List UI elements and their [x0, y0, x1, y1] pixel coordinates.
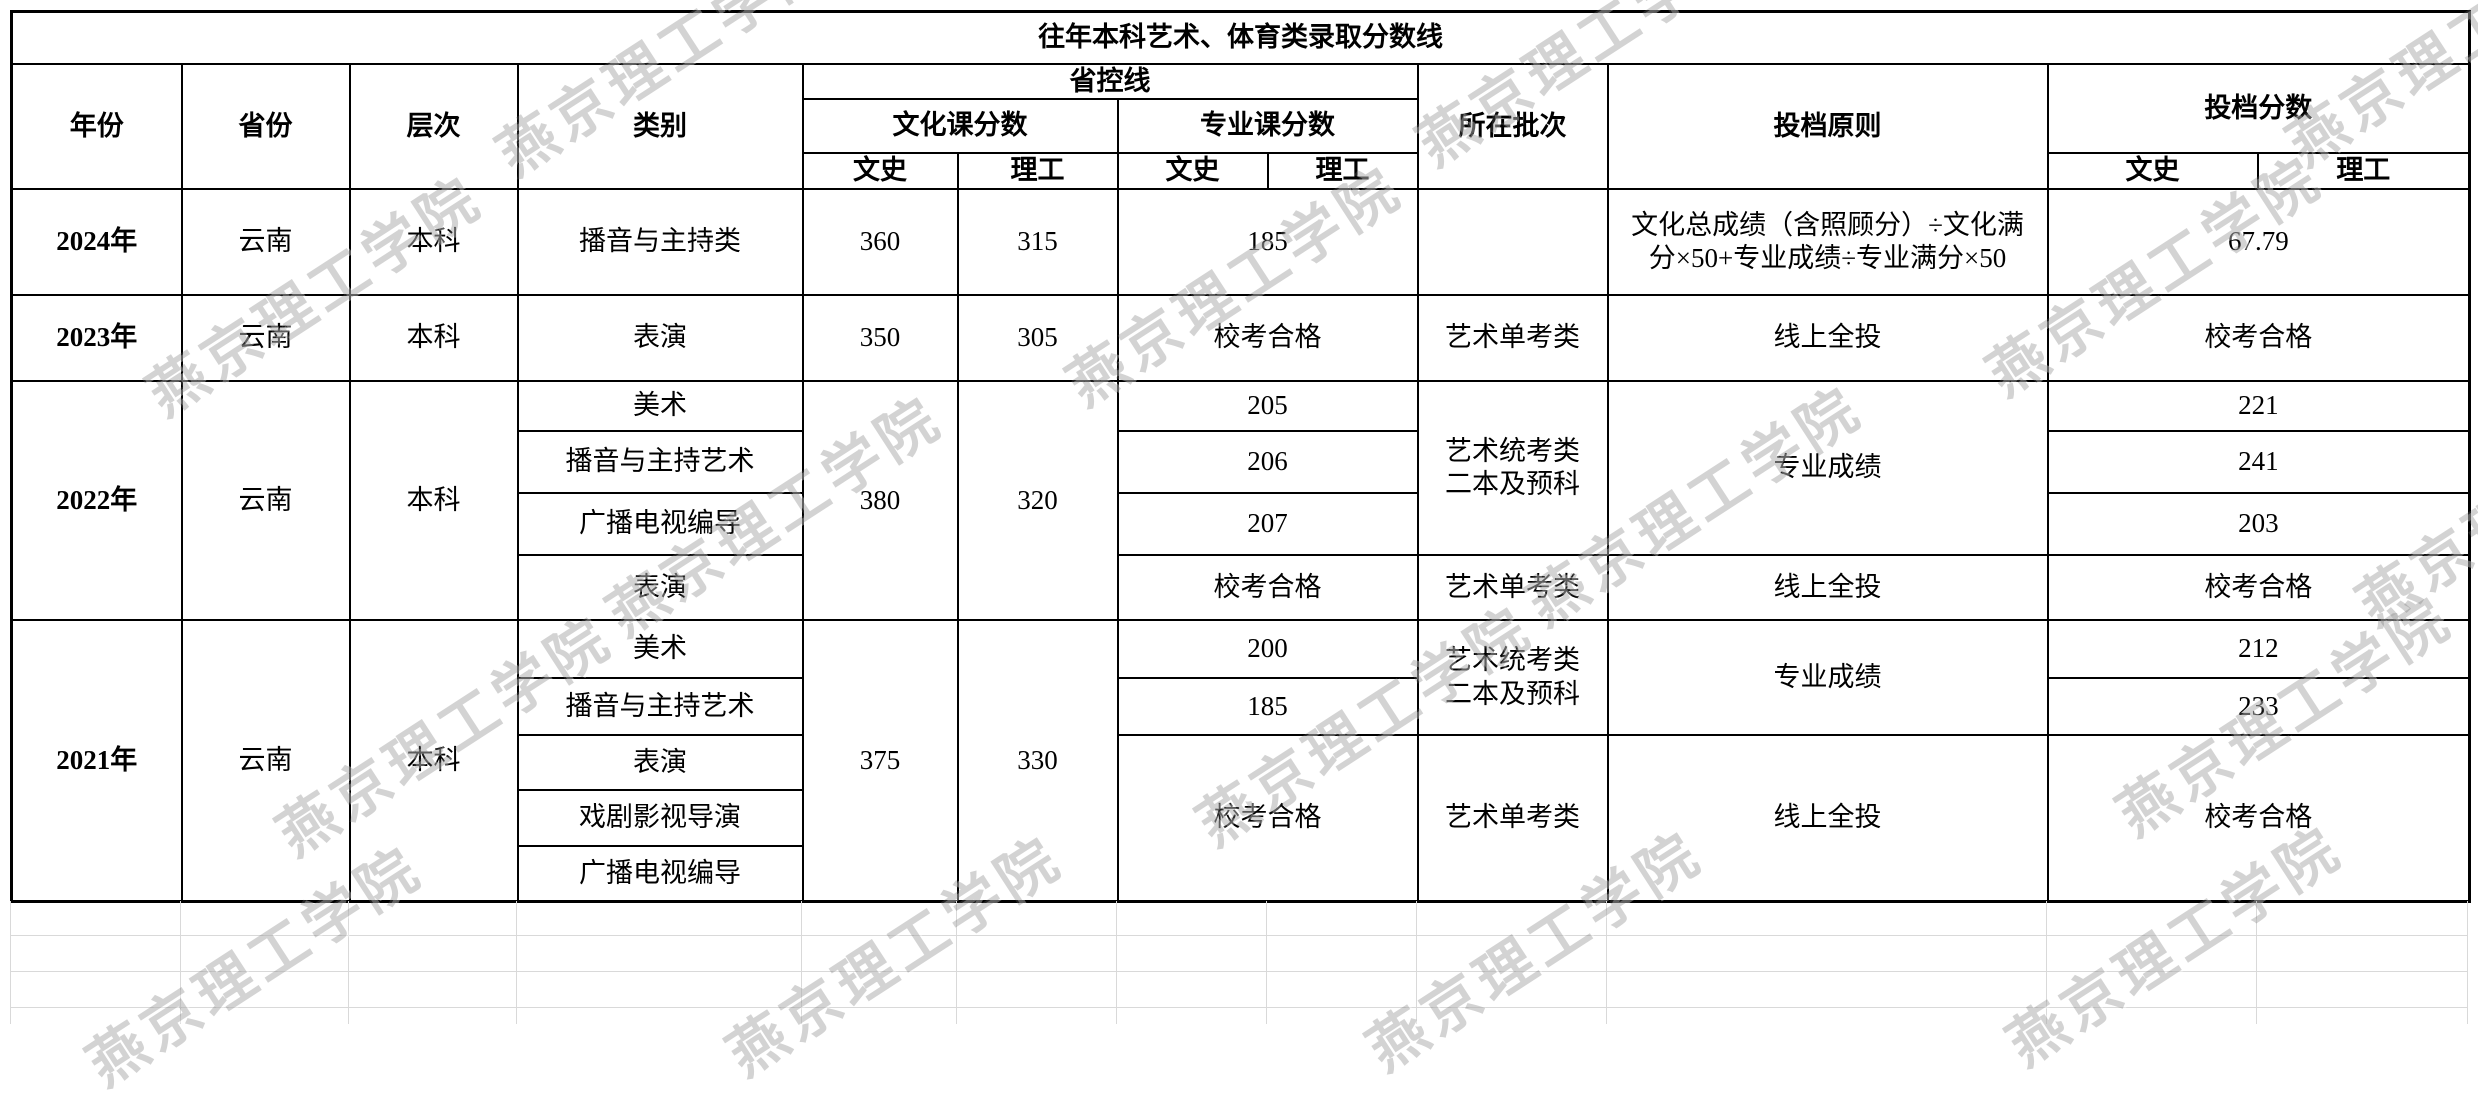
cell-2021-culture-wenshi[interactable]: 375	[801, 619, 959, 903]
cell-2022-principle-4[interactable]: 线上全投	[1606, 554, 2049, 622]
cell-2022-level[interactable]: 本科	[348, 380, 519, 622]
grid-line	[10, 971, 2468, 972]
grid-line	[2256, 901, 2257, 1024]
header-culture-ligong[interactable]: 理工	[956, 152, 1119, 191]
cell-2021-category-3[interactable]: 表演	[516, 734, 804, 792]
cell-2023-file-score[interactable]: 校考合格	[2046, 294, 2471, 383]
header-year[interactable]: 年份	[10, 62, 183, 191]
grid-line	[516, 901, 517, 1024]
grid-line	[10, 901, 11, 1024]
header-major-ligong[interactable]: 理工	[1266, 152, 1419, 191]
cell-2021-batch-12[interactable]: 艺术统考类 二本及预科	[1416, 619, 1609, 737]
cell-2023-province[interactable]: 云南	[180, 294, 351, 383]
cell-2021-major-score-1[interactable]: 200	[1116, 619, 1419, 680]
header-culture-score[interactable]: 文化课分数	[801, 98, 1119, 155]
table-title[interactable]: 往年本科艺术、体育类录取分数线	[10, 10, 2471, 65]
cell-2023-culture-wenshi[interactable]: 350	[801, 294, 959, 383]
cell-2022-year[interactable]: 2022年	[10, 380, 183, 622]
cell-2022-file-score-3[interactable]: 203	[2046, 492, 2471, 557]
header-batch[interactable]: 所在批次	[1416, 62, 1609, 191]
grid-line	[1416, 901, 1417, 1024]
cell-2022-category-4[interactable]: 表演	[516, 554, 804, 622]
cell-2024-culture-wenshi[interactable]: 360	[801, 188, 959, 297]
cell-2021-file-score-2[interactable]: 233	[2046, 677, 2471, 737]
header-major-wenshi[interactable]: 文史	[1116, 152, 1269, 191]
cell-2023-level[interactable]: 本科	[348, 294, 519, 383]
cell-2023-major-score[interactable]: 校考合格	[1116, 294, 1419, 383]
cell-2022-file-score-1[interactable]: 221	[2046, 380, 2471, 433]
cell-2022-category-1[interactable]: 美术	[516, 380, 804, 433]
cell-2022-major-score-4[interactable]: 校考合格	[1116, 554, 1419, 622]
grid-line	[10, 935, 2468, 936]
grid-line	[2046, 901, 2047, 1024]
grid-line	[2467, 901, 2468, 1024]
cell-2023-principle[interactable]: 线上全投	[1606, 294, 2049, 383]
header-filescore-wenshi[interactable]: 文史	[2046, 152, 2259, 191]
cell-2024-year[interactable]: 2024年	[10, 188, 183, 297]
cell-2022-file-score-2[interactable]: 241	[2046, 430, 2471, 495]
cell-2022-major-score-2[interactable]: 206	[1116, 430, 1419, 495]
cell-2022-batch-4[interactable]: 艺术单考类	[1416, 554, 1609, 622]
cell-2022-culture-ligong[interactable]: 320	[956, 380, 1119, 622]
cell-2021-file-score-345[interactable]: 校考合格	[2046, 734, 2471, 903]
grid-line	[348, 901, 349, 1024]
header-principle[interactable]: 投档原则	[1606, 62, 2049, 191]
cell-2021-file-score-1[interactable]: 212	[2046, 619, 2471, 680]
grid-line	[10, 1007, 2468, 1008]
header-category[interactable]: 类别	[516, 62, 804, 191]
grid-line	[1606, 901, 1607, 1024]
grid-line	[1116, 901, 1117, 1024]
cell-2021-level[interactable]: 本科	[348, 619, 519, 903]
cell-2021-category-4[interactable]: 戏剧影视导演	[516, 789, 804, 848]
admission-score-table: 往年本科艺术、体育类录取分数线 年份 省份 层次 类别 省控线 所在批次 投档原…	[10, 10, 2472, 903]
cell-2021-principle-12[interactable]: 专业成绩	[1606, 619, 2049, 737]
grid-line	[801, 901, 802, 1024]
cell-2024-level[interactable]: 本科	[348, 188, 519, 297]
cell-2024-major-score[interactable]: 185	[1116, 188, 1419, 297]
cell-2022-province[interactable]: 云南	[180, 380, 351, 622]
cell-2021-batch-345[interactable]: 艺术单考类	[1416, 734, 1609, 903]
cell-2022-principle-123[interactable]: 专业成绩	[1606, 380, 2049, 557]
grid-line	[180, 901, 181, 1024]
cell-2022-category-3[interactable]: 广播电视编导	[516, 492, 804, 557]
cell-2024-principle[interactable]: 文化总成绩（含照顾分）÷文化满 分×50+专业成绩÷专业满分×50	[1606, 188, 2049, 297]
cell-2022-file-score-4[interactable]: 校考合格	[2046, 554, 2471, 622]
cell-2021-category-5[interactable]: 广播电视编导	[516, 845, 804, 903]
cell-2024-category[interactable]: 播音与主持类	[516, 188, 804, 297]
cell-2023-batch[interactable]: 艺术单考类	[1416, 294, 1609, 383]
cell-2021-principle-345[interactable]: 线上全投	[1606, 734, 2049, 903]
cell-2021-major-score-345[interactable]: 校考合格	[1116, 734, 1419, 903]
cell-2023-year[interactable]: 2023年	[10, 294, 183, 383]
cell-2021-category-1[interactable]: 美术	[516, 619, 804, 680]
header-culture-wenshi[interactable]: 文史	[801, 152, 959, 191]
cell-2022-culture-wenshi[interactable]: 380	[801, 380, 959, 622]
cell-2022-major-score-3[interactable]: 207	[1116, 492, 1419, 557]
cell-2024-province[interactable]: 云南	[180, 188, 351, 297]
cell-2022-major-score-1[interactable]: 205	[1116, 380, 1419, 433]
header-file-score[interactable]: 投档分数	[2046, 62, 2471, 155]
cell-2024-culture-ligong[interactable]: 315	[956, 188, 1119, 297]
cell-2023-culture-ligong[interactable]: 305	[956, 294, 1119, 383]
header-level[interactable]: 层次	[348, 62, 519, 191]
cell-2021-province[interactable]: 云南	[180, 619, 351, 903]
header-province[interactable]: 省份	[180, 62, 351, 191]
cell-2022-batch-123[interactable]: 艺术统考类 二本及预科	[1416, 380, 1609, 557]
spreadsheet-canvas: { "title": "往年本科艺术、体育类录取分数线", "watermark…	[10, 0, 2478, 1099]
cell-2021-major-score-2[interactable]: 185	[1116, 677, 1419, 737]
cell-2021-year[interactable]: 2021年	[10, 619, 183, 903]
cell-2021-category-2[interactable]: 播音与主持艺术	[516, 677, 804, 737]
header-filescore-ligong[interactable]: 理工	[2256, 152, 2471, 191]
cell-2022-category-2[interactable]: 播音与主持艺术	[516, 430, 804, 495]
header-province-control-line[interactable]: 省控线	[801, 62, 1419, 101]
grid-line	[956, 901, 957, 1024]
cell-2023-category[interactable]: 表演	[516, 294, 804, 383]
header-major-score[interactable]: 专业课分数	[1116, 98, 1419, 155]
cell-2024-file-score[interactable]: 67.79	[2046, 188, 2471, 297]
cell-2021-culture-ligong[interactable]: 330	[956, 619, 1119, 903]
cell-2024-batch[interactable]	[1416, 188, 1609, 297]
grid-line	[1266, 901, 1267, 1024]
